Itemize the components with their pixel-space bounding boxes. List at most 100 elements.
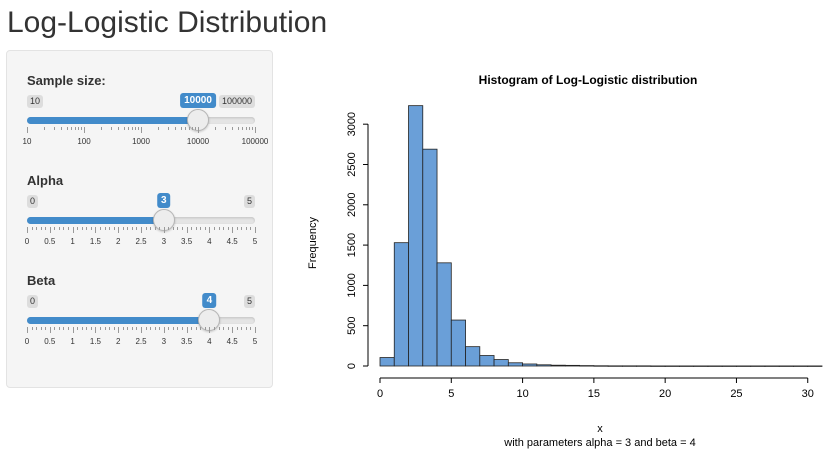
histogram-bar bbox=[564, 364, 581, 367]
slider-tick-label: 0.5 bbox=[44, 237, 56, 246]
slider-tick-label: 1 bbox=[70, 337, 75, 346]
slider-major-tick bbox=[186, 227, 188, 233]
x-tick-label: 20 bbox=[659, 388, 671, 400]
slider-minor-tick bbox=[54, 327, 56, 330]
slider-minor-tick bbox=[77, 227, 79, 230]
slider-minor-tick bbox=[159, 227, 161, 230]
x-tick-label: 10 bbox=[516, 388, 528, 400]
slider-major-tick bbox=[141, 227, 142, 233]
slider-tick-label: 0.5 bbox=[44, 337, 56, 346]
slider-minor-tick bbox=[180, 127, 182, 130]
slider-tick-label: 0 bbox=[24, 237, 30, 246]
slider-minor-tick bbox=[225, 127, 227, 130]
x-tick-label: 30 bbox=[802, 388, 814, 400]
beta-min-label: 0 bbox=[27, 295, 39, 308]
slider-minor-tick bbox=[241, 227, 243, 230]
sample-size-min-label: 10 bbox=[27, 95, 44, 108]
slider-major-tick bbox=[209, 327, 211, 333]
slider-minor-tick bbox=[250, 327, 252, 330]
slider-major-tick bbox=[118, 227, 120, 233]
alpha-slider[interactable]: 0 5 3 0 0.5 1 1.5 2 2.5 3 3.5 4 4.5 5 bbox=[24, 193, 257, 265]
slider-minor-tick bbox=[154, 327, 156, 330]
histogram-bar bbox=[721, 365, 737, 367]
slider-minor-tick bbox=[122, 327, 124, 330]
alpha-fill bbox=[27, 217, 164, 224]
alpha-min-label: 0 bbox=[27, 195, 39, 208]
histogram-bar bbox=[607, 365, 623, 367]
alpha-track[interactable] bbox=[27, 209, 255, 231]
histogram-bar bbox=[536, 364, 552, 367]
slider-minor-tick bbox=[223, 327, 225, 330]
slider-tick-label: 4 bbox=[207, 337, 212, 346]
sample-size-slider[interactable]: 10 100000 10000 10 100 1000 10000 100000 bbox=[23, 93, 268, 165]
slider-minor-tick bbox=[158, 127, 160, 130]
histogram-bar bbox=[436, 262, 452, 367]
y-tick-label: 1000 bbox=[346, 273, 358, 297]
slider-minor-tick bbox=[136, 227, 138, 230]
slider-minor-tick bbox=[81, 227, 83, 230]
slider-major-tick bbox=[209, 227, 211, 233]
beta-track[interactable] bbox=[27, 309, 255, 331]
slider-minor-tick bbox=[245, 227, 247, 230]
y-tick-label: 2500 bbox=[346, 152, 358, 176]
slider-minor-tick bbox=[192, 127, 194, 130]
slider-major-tick bbox=[141, 127, 142, 133]
slider-major-tick bbox=[186, 327, 188, 333]
slider-minor-tick bbox=[213, 227, 215, 230]
slider-minor-tick bbox=[118, 127, 120, 130]
slider-tick-label: 1 bbox=[70, 237, 75, 246]
page-title: Log-Logistic Distribution bbox=[7, 6, 328, 39]
histogram-bar bbox=[593, 365, 609, 367]
slider-tick-label: 5 bbox=[252, 337, 258, 346]
y-axis-label: Frequency bbox=[307, 217, 319, 269]
beta-value: 4 bbox=[202, 293, 217, 308]
slider-minor-tick bbox=[86, 227, 88, 230]
beta-slider[interactable]: 0 5 4 0 0.5 1 1.5 2 2.5 3 3.5 4 4.5 5 bbox=[25, 293, 258, 365]
slider-major-tick bbox=[49, 327, 51, 333]
slider-minor-tick bbox=[86, 327, 88, 330]
histogram-bar bbox=[807, 365, 823, 367]
slider-minor-tick bbox=[132, 127, 134, 130]
slider-minor-tick bbox=[131, 227, 133, 230]
alpha-ticks bbox=[27, 227, 256, 235]
slider-minor-tick bbox=[45, 327, 47, 330]
slider-minor-tick bbox=[128, 127, 130, 130]
slider-minor-tick bbox=[90, 327, 92, 330]
slider-minor-tick bbox=[227, 227, 229, 230]
slider-minor-tick bbox=[75, 127, 77, 130]
slider-minor-tick bbox=[101, 127, 103, 130]
slider-minor-tick bbox=[159, 327, 161, 330]
histogram-bar bbox=[664, 365, 680, 367]
slider-major-tick bbox=[72, 227, 74, 233]
slider-minor-tick bbox=[111, 127, 113, 130]
sample-size-track[interactable] bbox=[27, 109, 255, 131]
slider-minor-tick bbox=[127, 327, 129, 330]
slider-major-tick bbox=[232, 227, 234, 233]
slider-tick-label: 10 bbox=[22, 137, 32, 146]
sample-size-max-label: 100000 bbox=[218, 95, 255, 108]
histogram-bar bbox=[507, 362, 523, 367]
slider-minor-tick bbox=[168, 127, 170, 130]
slider-minor-tick bbox=[241, 327, 243, 330]
slider-minor-tick bbox=[78, 127, 80, 130]
slider-minor-tick bbox=[71, 127, 73, 130]
histogram-bar bbox=[379, 357, 395, 367]
y-axis: 0 500 1000 1500 2000 2500 3000 bbox=[346, 112, 369, 369]
slider-major-tick bbox=[84, 127, 85, 133]
slider-minor-tick bbox=[36, 227, 38, 230]
histogram-bar bbox=[736, 365, 752, 367]
histogram-bar bbox=[793, 365, 809, 367]
histogram-bar bbox=[422, 148, 438, 367]
sample-size-fill bbox=[27, 117, 198, 124]
slider-tick-label: 4.5 bbox=[226, 237, 238, 246]
histogram-bar bbox=[522, 363, 538, 367]
slider-minor-tick bbox=[252, 127, 254, 130]
slider-tick-label: 3.5 bbox=[181, 337, 193, 346]
slider-minor-tick bbox=[58, 327, 60, 330]
histogram-bar bbox=[479, 355, 495, 367]
slider-minor-tick bbox=[36, 327, 38, 330]
slider-minor-tick bbox=[218, 327, 220, 330]
slider-tick-label: 4.5 bbox=[226, 337, 238, 346]
histogram-bar bbox=[393, 242, 409, 367]
slider-minor-tick bbox=[204, 327, 206, 330]
